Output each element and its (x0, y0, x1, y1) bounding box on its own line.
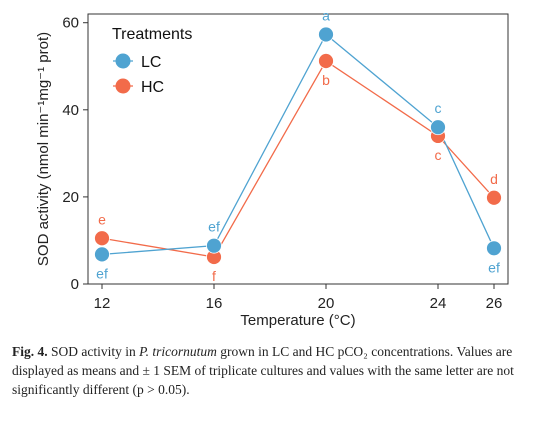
x-tick-label: 12 (94, 295, 111, 312)
data-point-hc (94, 230, 110, 247)
significance-label-lc: a (322, 7, 330, 23)
data-point-lc (94, 246, 110, 263)
caption-species: P. tricornutum (139, 344, 217, 359)
y-tick-label: 20 (62, 189, 79, 206)
figure-caption: Fig. 4. SOD activity in P. tricornutum g… (12, 342, 536, 399)
legend-title: Treatments (112, 26, 192, 43)
sod-activity-chart: 0 20 40 60 12 16 20 24 26 ef e ef f a b c c ef d Treatmen… (35, 7, 509, 329)
figure-number: Fig. 4. (12, 344, 48, 359)
significance-label-lc: c (435, 100, 442, 116)
significance-label-hc: e (98, 211, 106, 227)
x-tick-label: 20 (318, 295, 335, 312)
plot-area-border (87, 13, 509, 285)
significance-label-lc: ef (96, 265, 108, 281)
x-tick-label: 26 (486, 295, 503, 312)
legend-marker-hc (115, 78, 131, 94)
y-tick-label: 60 (62, 15, 79, 32)
data-point-lc (206, 237, 222, 254)
x-tick-label: 16 (206, 295, 223, 312)
significance-label-lc: ef (488, 259, 500, 275)
data-point-lc (318, 26, 334, 43)
x-tick-label: 24 (430, 295, 447, 312)
significance-label-hc: c (435, 147, 442, 163)
data-point-hc (486, 189, 502, 206)
data-point-hc (318, 53, 334, 69)
y-axis-label: SOD activity (nmol min⁻¹mg⁻¹ prot) (35, 32, 52, 266)
y-tick-label: 40 (62, 102, 79, 119)
significance-label-hc: d (490, 171, 498, 187)
data-point-lc (430, 119, 446, 136)
legend-label-lc: LC (141, 54, 161, 71)
significance-label-lc: ef (208, 219, 220, 235)
y-tick-label: 0 (71, 276, 79, 293)
significance-label-hc: f (212, 268, 216, 284)
caption-text-2: grown in LC and HC pCO₂ concentrations. … (12, 344, 514, 397)
x-axis-label: Temperature (°C) (240, 312, 355, 329)
significance-label-hc: b (322, 72, 330, 88)
caption-text-1: SOD activity in (51, 344, 136, 359)
legend-marker-lc (115, 53, 131, 69)
legend-label-hc: HC (141, 79, 164, 96)
data-point-lc (486, 240, 502, 257)
